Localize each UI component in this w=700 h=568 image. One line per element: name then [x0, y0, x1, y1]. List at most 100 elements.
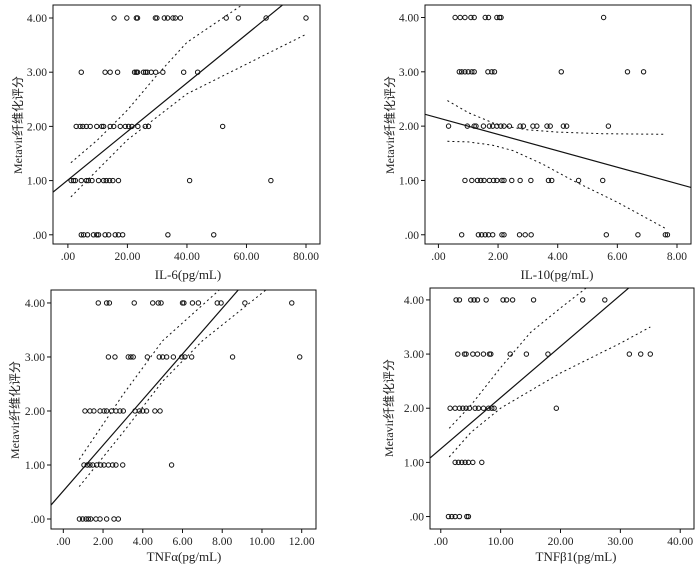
data-point [107, 123, 113, 130]
data-point [509, 177, 515, 184]
plot-area [53, 5, 309, 238]
data-point [474, 297, 481, 303]
y-axis-title: Metavir纤维化评分 [11, 76, 25, 174]
data-point [99, 123, 105, 130]
data-point [485, 69, 491, 75]
data-point [452, 14, 458, 21]
y-axis-title: Metavir纤维化评分 [383, 76, 397, 174]
data-point [87, 462, 93, 468]
data-point [76, 516, 83, 522]
data-point [465, 69, 471, 75]
data-point [78, 232, 84, 238]
data-point [164, 15, 171, 21]
data-point [89, 177, 95, 184]
data-point [491, 69, 498, 75]
data-point [545, 351, 551, 357]
data-point [163, 354, 170, 360]
data-point [103, 408, 110, 414]
data-point [101, 408, 107, 414]
data-point [130, 354, 136, 360]
data-point [462, 177, 468, 184]
data-point [479, 459, 485, 466]
data-point [545, 177, 552, 184]
data-point [485, 405, 492, 411]
data-point [664, 232, 671, 238]
data-point [470, 351, 476, 357]
data-point [486, 123, 493, 129]
x-tick-label: 4.00 [133, 536, 153, 548]
data-point [482, 14, 488, 21]
data-point [100, 123, 107, 130]
y-axis-title: Metavir纤维化评分 [382, 359, 396, 457]
data-point [461, 351, 468, 357]
data-point [528, 232, 534, 238]
data-point [90, 232, 97, 238]
data-point [103, 177, 109, 184]
data-point [449, 513, 455, 520]
data-point [289, 300, 295, 306]
data-point [600, 14, 607, 21]
data-point [501, 177, 507, 184]
data-point [106, 300, 113, 306]
data-point [445, 123, 452, 129]
x-tick-label: 40.00 [174, 251, 200, 263]
data-point [494, 177, 500, 184]
y-tick-label: .00 [405, 230, 420, 242]
plot-area [430, 288, 653, 520]
data-point [517, 123, 523, 129]
x-tick-label: 6.00 [607, 251, 627, 263]
ci-upper-line [70, 5, 243, 164]
data-point [235, 15, 242, 21]
x-tick-label: 20.00 [548, 536, 574, 548]
x-tick-label: 40.00 [667, 536, 693, 548]
data-point [563, 123, 570, 129]
plot-area [51, 290, 303, 522]
data-point [456, 297, 463, 303]
panel-il10: IL-10(pg/mL) Metavir纤维化评分 .00 2.00 4.00 6.0… [383, 4, 692, 282]
data-point [84, 462, 91, 468]
data-point [122, 123, 129, 130]
data-point [242, 300, 248, 306]
data-point [471, 297, 477, 303]
data-point [553, 405, 560, 411]
data-point [466, 405, 473, 411]
data-point [640, 69, 647, 75]
data-point [447, 405, 453, 411]
data-point [549, 177, 555, 184]
data-point [498, 123, 504, 129]
data-point [489, 69, 495, 75]
data-point [155, 300, 161, 306]
data-point [158, 300, 164, 306]
data-point [119, 232, 126, 238]
data-point [125, 123, 132, 130]
data-point [459, 459, 465, 466]
data-point [520, 123, 527, 129]
data-point [85, 516, 92, 522]
data-point [474, 177, 481, 184]
data-point [662, 232, 669, 238]
data-point [115, 177, 122, 184]
data-point [83, 177, 90, 184]
x-axis-title: TNFα(pg/mL) [147, 549, 222, 564]
data-point [499, 232, 505, 238]
data-point [218, 300, 224, 306]
data-point [186, 177, 193, 184]
data-point [95, 177, 102, 184]
data-point [534, 123, 540, 129]
data-point [456, 513, 463, 520]
data-point [530, 123, 536, 129]
data-point [458, 69, 465, 75]
x-tick-label: 10.00 [488, 536, 514, 548]
plot-frame [50, 289, 317, 530]
x-tick-label: 4.00 [548, 251, 568, 263]
panel-tnfb1: TNFβ1(pg/mL) Metavir纤维化评分 .00 10.00 20.00 3… [382, 287, 695, 564]
data-point [170, 354, 177, 360]
data-point [78, 177, 84, 184]
x-tick-label: 6.00 [172, 536, 192, 548]
data-point [509, 297, 516, 303]
data-point [480, 351, 487, 357]
data-point [100, 177, 107, 184]
y-tick-label: .00 [410, 512, 425, 524]
x-axis-title: TNFβ1(pg/mL) [536, 549, 617, 564]
panel-il6: IL-6(pg/mL) Metavir纤维化评分 .00 20.00 40.00 60… [11, 4, 321, 282]
